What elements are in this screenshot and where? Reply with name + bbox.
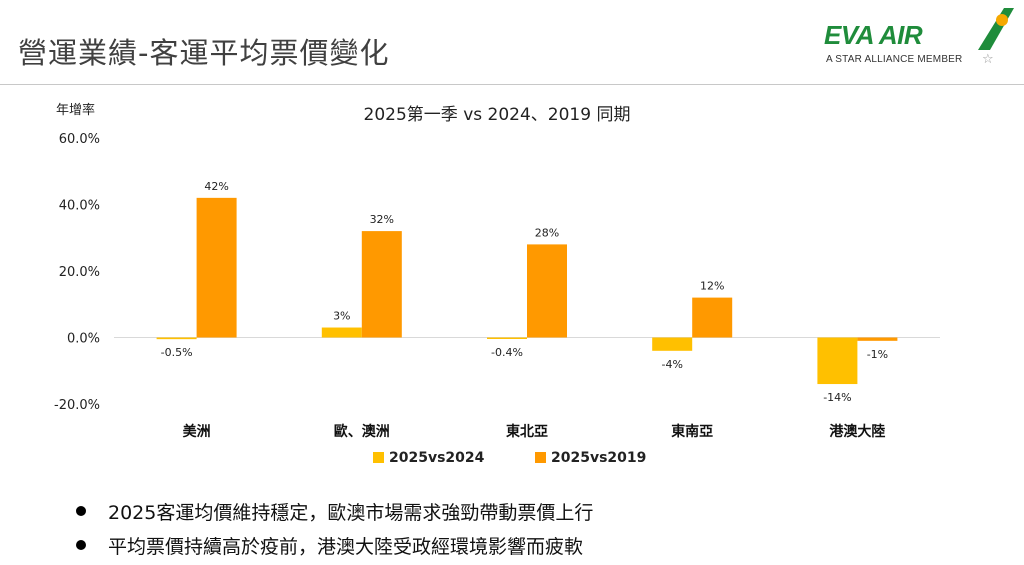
star-alliance-icon: ☆ (982, 52, 994, 67)
data-label: 3% (333, 310, 350, 323)
x-tick-label: 歐、澳洲 (334, 423, 390, 440)
data-label: 42% (204, 180, 228, 193)
legend-label: 2025vs2019 (551, 450, 646, 466)
legend-swatch (535, 452, 546, 463)
y-tick-label: 20.0% (59, 265, 100, 280)
page-title: 營運業績-客運平均票價變化 (18, 36, 390, 70)
data-label: 28% (535, 226, 559, 239)
data-label: -14% (823, 391, 851, 404)
data-label: 32% (370, 213, 394, 226)
bar-2025vs2019 (361, 231, 402, 338)
bar-2025vs2024 (487, 337, 527, 339)
bar-2025vs2024 (321, 327, 362, 338)
legend-label: 2025vs2024 (389, 450, 485, 466)
bullet-text: 平均票價持續高於疫前，港澳大陸受政經環境影響而疲軟 (108, 535, 584, 558)
data-label: -0.5% (161, 346, 193, 359)
x-tick-label: 美洲 (183, 423, 211, 440)
bullet-item: 2025客運均價維持穩定，歐澳市場需求強勁帶動票價上行 (76, 494, 593, 528)
bar-2025vs2024 (652, 337, 693, 351)
logo-text: EVA AIR (824, 20, 923, 50)
data-label: -0.4% (491, 346, 523, 359)
bullet-dot-icon (76, 540, 86, 550)
bar-2025vs2019 (692, 297, 733, 338)
bar-2025vs2019 (857, 337, 898, 341)
bullet-dot-icon (76, 506, 86, 516)
y-tick-label: 60.0% (59, 132, 100, 147)
eva-air-logo: EVA AIR A STAR ALLIANCE MEMBER ☆ (824, 6, 1014, 68)
legend-swatch (373, 452, 384, 463)
bar-2025vs2024 (817, 337, 858, 385)
y-tick-label: 0.0% (67, 332, 100, 347)
x-tick-label: 港澳大陸 (829, 423, 885, 440)
chart-title: 2025第一季 vs 2024、2019 同期 (364, 105, 631, 125)
bullet-text: 2025客運均價維持穩定，歐澳市場需求強勁帶動票價上行 (108, 501, 594, 524)
data-label: -4% (661, 358, 682, 371)
bar-2025vs2019 (527, 244, 567, 338)
bullet-item: 平均票價持續高於疫前，港澳大陸受政經環境影響而疲軟 (76, 528, 593, 562)
x-tick-label: 東北亞 (506, 423, 548, 440)
y-tick-label: 40.0% (59, 199, 100, 214)
y-axis-label: 年增率 (56, 102, 95, 118)
logo-subtitle: A STAR ALLIANCE MEMBER (826, 54, 963, 65)
data-label: 12% (700, 280, 724, 293)
bar-2025vs2024 (156, 337, 197, 340)
logo-tail-icon (978, 8, 1014, 50)
y-tick-label: -20.0% (54, 398, 100, 413)
title-divider (0, 84, 1024, 85)
x-tick-label: 東南亞 (671, 423, 713, 440)
data-label: -1% (867, 348, 888, 361)
summary-bullets: 2025客運均價維持穩定，歐澳市場需求強勁帶動票價上行 平均票價持續高於疫前，港… (76, 494, 593, 562)
fare-change-chart: 2025第一季 vs 2024、2019 同期 年增率 -20.0% 0.0% 20… (54, 102, 940, 466)
bar-2025vs2019 (196, 197, 237, 338)
